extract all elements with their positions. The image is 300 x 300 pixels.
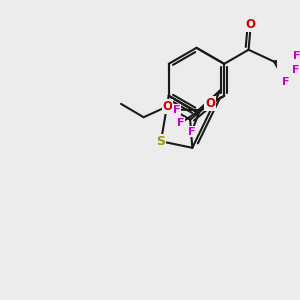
Text: O: O <box>205 97 215 110</box>
Text: F: F <box>292 64 299 74</box>
Text: F: F <box>188 127 196 136</box>
Text: F: F <box>173 105 181 115</box>
Text: O: O <box>246 18 256 31</box>
Text: S: S <box>157 135 166 148</box>
Text: F: F <box>177 118 184 128</box>
Text: O: O <box>163 100 172 113</box>
Text: F: F <box>282 76 290 87</box>
Text: F: F <box>292 51 300 61</box>
